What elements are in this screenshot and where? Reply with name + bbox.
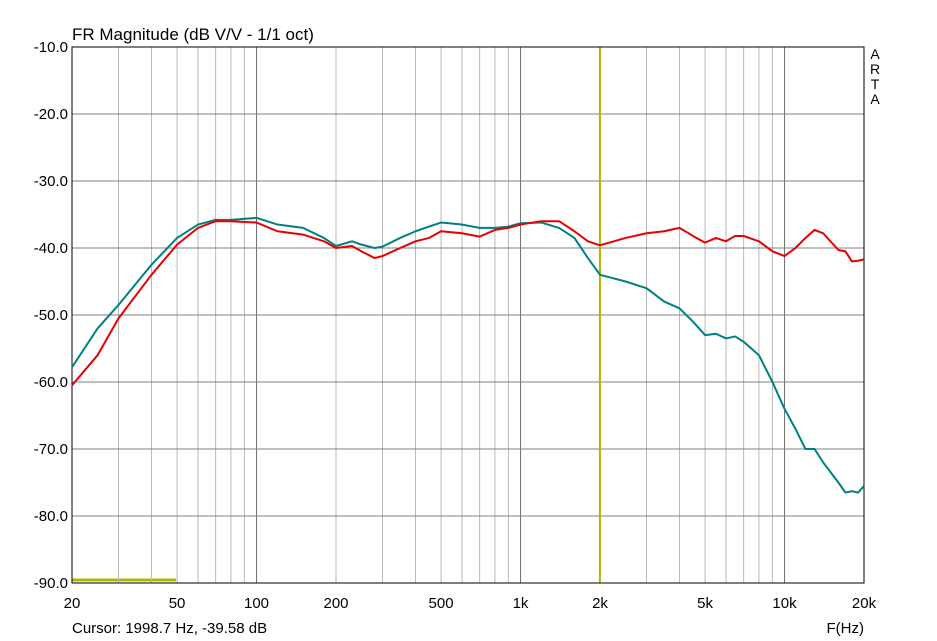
y-tick-label: -50.0 <box>34 307 68 324</box>
y-tick-label: -90.0 <box>34 575 68 592</box>
plot-frame <box>71 46 865 584</box>
x-tick-label: 20 <box>64 595 81 612</box>
x-tick-label: 200 <box>323 595 348 612</box>
x-axis-label: F(Hz) <box>827 620 865 637</box>
y-tick-label: -20.0 <box>34 106 68 123</box>
watermark: ARTA <box>869 46 881 107</box>
series-line <box>71 216 865 494</box>
x-tick-label: 2k <box>592 595 608 612</box>
cursor-readout: Cursor: 1998.7 Hz, -39.58 dB <box>72 620 267 637</box>
x-tick-label: 100 <box>244 595 269 612</box>
x-tick-label: 50 <box>169 595 186 612</box>
y-tick-label: -30.0 <box>34 173 68 190</box>
x-tick-label: 10k <box>772 595 797 612</box>
x-tick-label: 500 <box>429 595 454 612</box>
chart-title: FR Magnitude (dB V/V - 1/1 oct) <box>72 25 314 44</box>
series-line <box>71 220 865 386</box>
y-tick-label: -10.0 <box>34 39 68 56</box>
x-tick-label: 1k <box>513 595 529 612</box>
y-tick-label: -80.0 <box>34 508 68 525</box>
x-tick-label: 20k <box>852 595 877 612</box>
y-tick-label: -60.0 <box>34 374 68 391</box>
y-tick-label: -40.0 <box>34 240 68 257</box>
y-tick-label: -70.0 <box>34 441 68 458</box>
x-tick-label: 5k <box>697 595 713 612</box>
